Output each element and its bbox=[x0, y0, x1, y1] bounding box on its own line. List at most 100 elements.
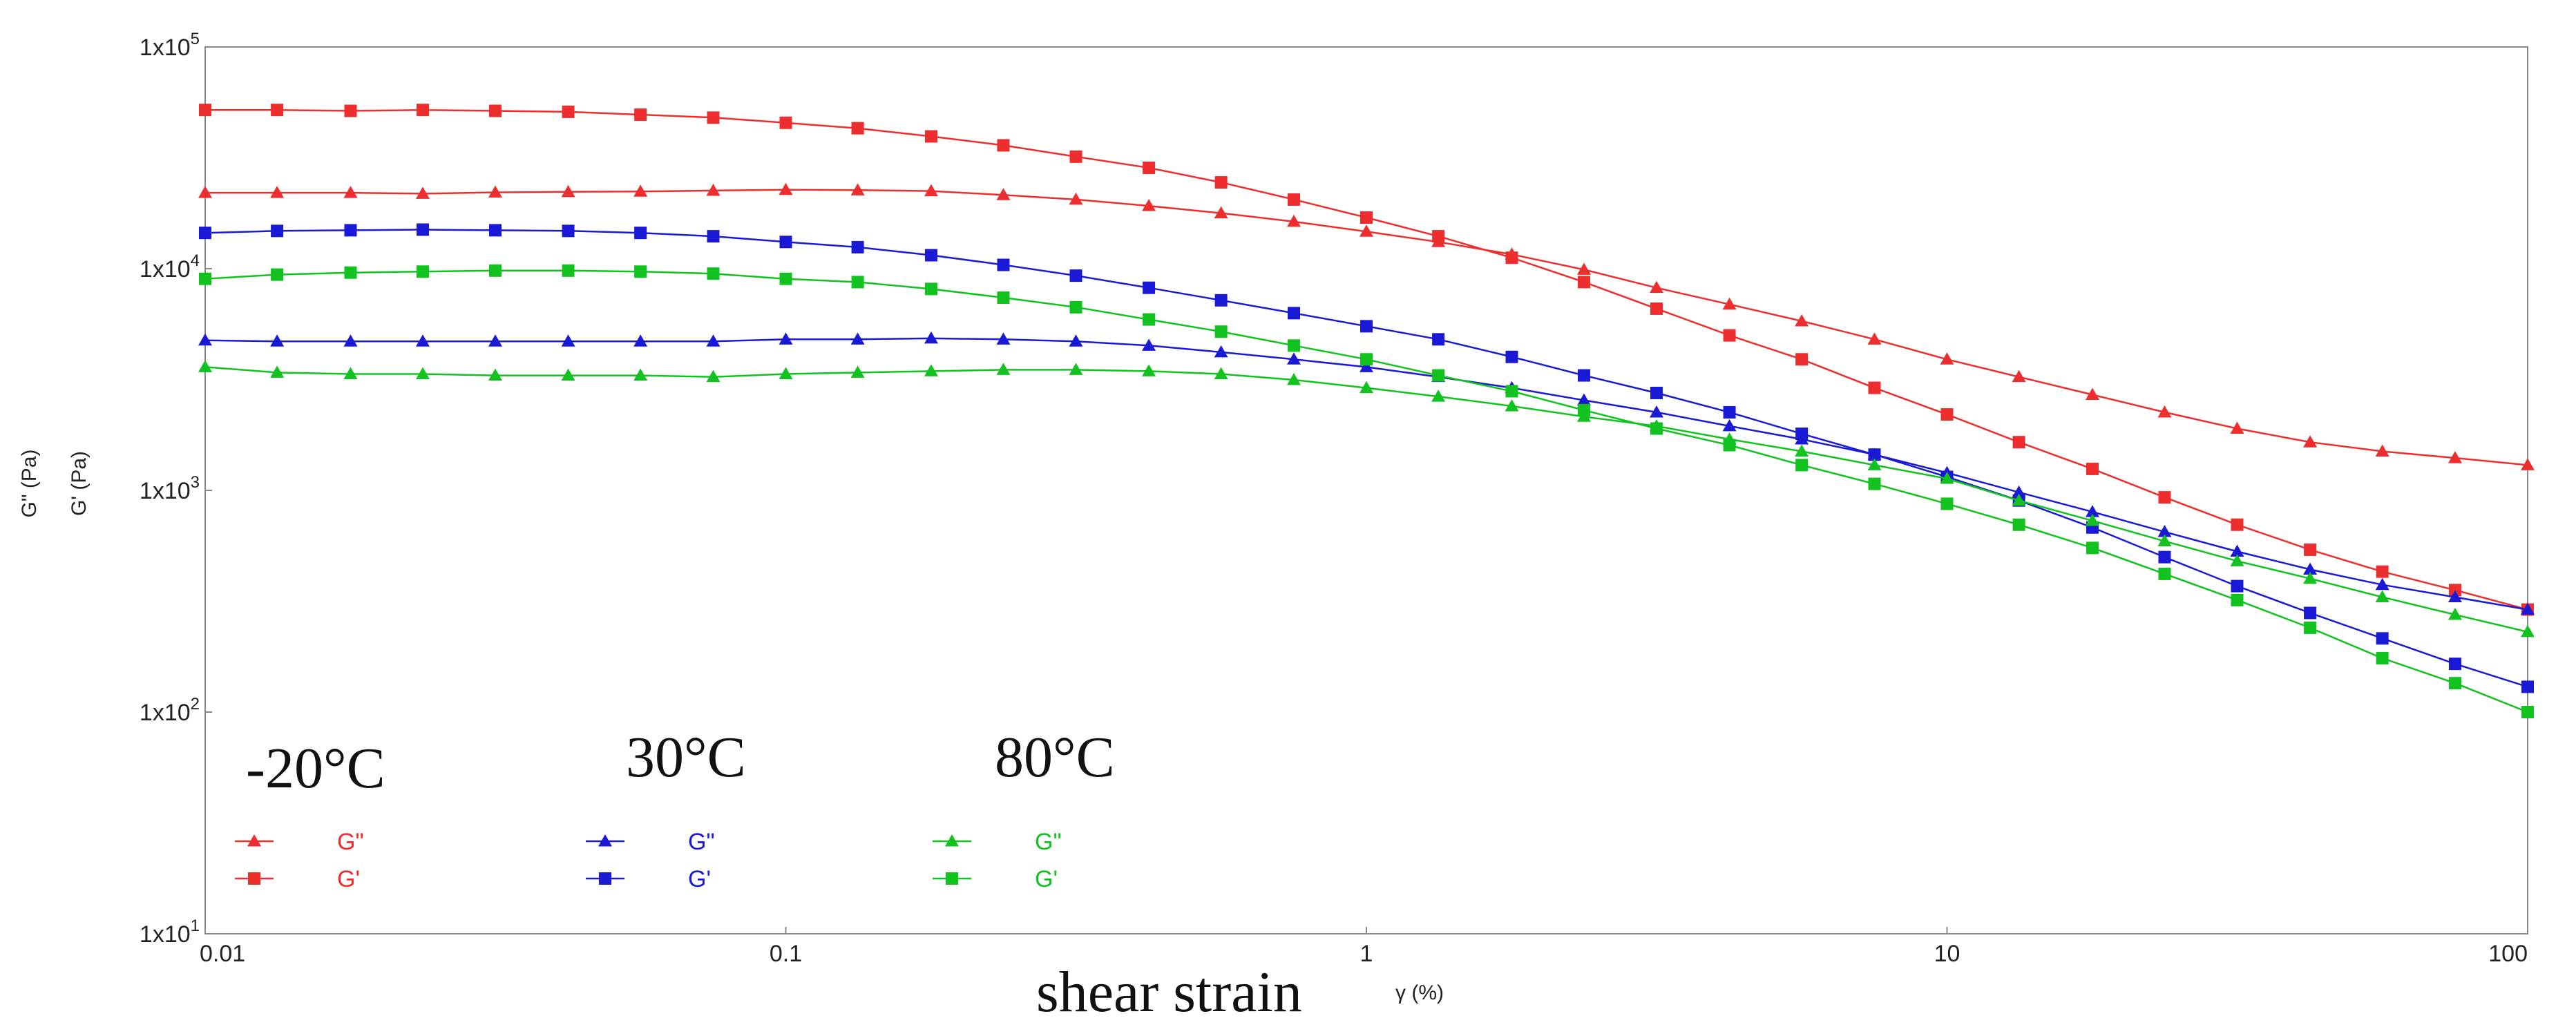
data-point bbox=[488, 185, 502, 198]
data-point bbox=[416, 265, 429, 278]
legend-label: G' bbox=[688, 866, 711, 892]
data-point bbox=[1577, 276, 1590, 289]
y-tick-base: 1x10 bbox=[140, 478, 191, 504]
data-point bbox=[707, 111, 720, 124]
data-point bbox=[1432, 369, 1445, 382]
data-point bbox=[1359, 381, 1373, 394]
data-point bbox=[1868, 381, 1881, 394]
data-point bbox=[198, 186, 212, 198]
legend-label: G" bbox=[337, 829, 364, 855]
data-point bbox=[996, 363, 1011, 375]
data-point bbox=[2375, 444, 2389, 457]
data-point bbox=[488, 368, 502, 381]
data-point bbox=[562, 264, 575, 277]
data-point bbox=[1214, 367, 1228, 379]
data-point bbox=[562, 105, 575, 118]
data-point bbox=[1650, 386, 1663, 399]
data-point bbox=[779, 272, 792, 285]
data-point bbox=[2085, 505, 2099, 517]
data-point bbox=[2521, 680, 2534, 693]
data-point bbox=[416, 223, 429, 236]
data-point bbox=[707, 230, 720, 243]
data-point bbox=[2231, 593, 2244, 606]
data-point bbox=[416, 104, 429, 117]
data-point bbox=[2085, 387, 2099, 401]
data-point bbox=[1505, 350, 1518, 363]
data-point bbox=[634, 265, 647, 278]
data-point bbox=[1069, 269, 1082, 282]
data-point bbox=[1795, 314, 1809, 327]
data-point bbox=[1505, 251, 1518, 265]
data-point bbox=[2085, 513, 2099, 526]
data-point bbox=[706, 334, 721, 347]
x-axis-label: shear strain bbox=[1036, 960, 1302, 1024]
data-point bbox=[1650, 422, 1663, 435]
data-point bbox=[1143, 313, 1156, 326]
data-point bbox=[850, 183, 865, 195]
data-point bbox=[633, 334, 648, 347]
data-point bbox=[707, 267, 720, 280]
data-point bbox=[561, 368, 575, 381]
series-3 bbox=[199, 223, 2534, 693]
plot-frame bbox=[204, 46, 2528, 934]
data-point bbox=[779, 116, 792, 129]
data-point bbox=[2448, 590, 2462, 603]
data-point bbox=[1577, 369, 1590, 382]
data-point bbox=[2158, 567, 2171, 580]
series-5 bbox=[199, 264, 2534, 718]
data-point bbox=[2448, 677, 2461, 690]
data-point bbox=[997, 139, 1010, 152]
data-point bbox=[2304, 621, 2317, 634]
data-point bbox=[2448, 584, 2461, 597]
data-point bbox=[1143, 161, 1156, 174]
legend-marker bbox=[598, 834, 612, 847]
temperature-label-30: 30°C bbox=[626, 725, 746, 789]
data-point bbox=[634, 227, 647, 240]
data-point bbox=[851, 122, 864, 135]
series-line bbox=[204, 229, 2528, 688]
data-point bbox=[343, 334, 358, 347]
legend-group-1: G" G' bbox=[586, 829, 715, 892]
x-axis-ticks: 0.01 0.1 1 10 100 bbox=[200, 927, 2528, 967]
data-point bbox=[198, 360, 212, 372]
x-tick-label: 10 bbox=[1934, 941, 1960, 967]
legend-label: G" bbox=[1035, 829, 1062, 855]
data-point bbox=[1286, 373, 1301, 385]
data-point bbox=[1940, 352, 1954, 365]
data-point bbox=[2230, 554, 2244, 566]
y-tick-label: 1x105 bbox=[140, 30, 200, 61]
data-point bbox=[2448, 607, 2462, 620]
legend-group-0: G" G' bbox=[235, 829, 364, 892]
y-tick-exponent: 4 bbox=[191, 251, 200, 270]
series-line bbox=[204, 366, 2528, 633]
x-tick-label: 100 bbox=[2488, 941, 2528, 967]
data-point bbox=[1649, 280, 1663, 294]
data-point bbox=[199, 104, 211, 117]
data-point bbox=[1214, 325, 1228, 338]
data-point bbox=[924, 282, 937, 296]
data-point bbox=[1795, 459, 1809, 472]
data-point bbox=[1360, 211, 1373, 224]
data-point bbox=[1940, 408, 1954, 421]
data-point bbox=[851, 276, 864, 289]
legend-marker bbox=[945, 834, 959, 847]
data-point bbox=[270, 186, 285, 198]
data-point bbox=[2230, 421, 2244, 434]
y-axis-label-gpp: G" (Pa) bbox=[18, 450, 41, 518]
data-point bbox=[2376, 565, 2389, 578]
data-point bbox=[1069, 192, 1083, 205]
data-point bbox=[850, 332, 865, 345]
data-point bbox=[488, 104, 502, 117]
y-tick-label: 1x102 bbox=[140, 695, 200, 726]
data-point bbox=[633, 184, 648, 197]
legend-marker bbox=[599, 872, 611, 885]
data-point bbox=[1359, 360, 1373, 372]
x-tick-label: 1 bbox=[1360, 941, 1373, 967]
data-point bbox=[779, 236, 792, 249]
data-point bbox=[270, 365, 285, 378]
data-point bbox=[1286, 214, 1301, 227]
data-point bbox=[2012, 518, 2025, 531]
data-point bbox=[996, 332, 1011, 345]
data-point bbox=[1069, 150, 1082, 163]
